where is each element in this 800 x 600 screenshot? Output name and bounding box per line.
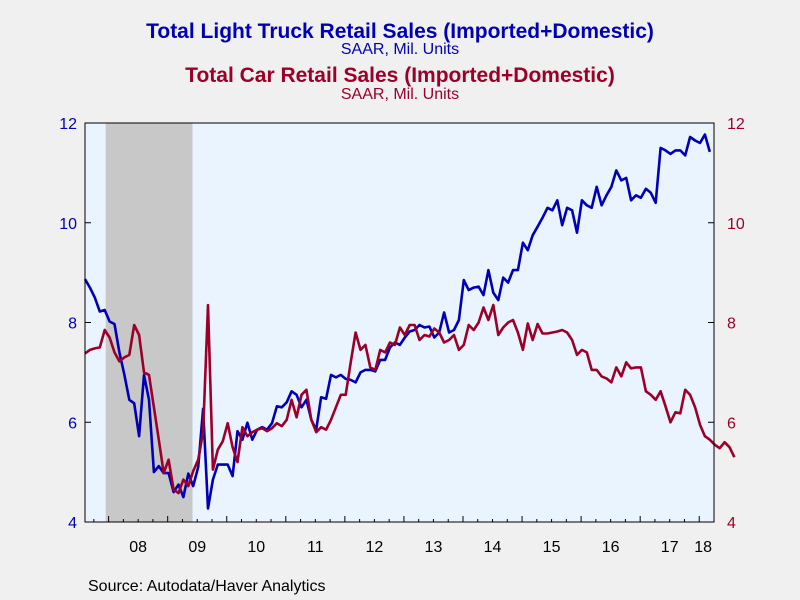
y-tick-label-right: 6 xyxy=(727,415,736,432)
y-tick-label-right: 4 xyxy=(727,515,736,532)
y-tick-label-left: 10 xyxy=(59,216,77,233)
title-cars: Total Car Retail Sales (Imported+Domesti… xyxy=(185,64,615,87)
y-tick-label-right: 12 xyxy=(727,116,745,133)
y-tick-label-right: 8 xyxy=(727,316,736,333)
title-trucks: Total Light Truck Retail Sales (Imported… xyxy=(146,20,654,43)
chart-title-trucks: Total Light Truck Retail Sales (Imported… xyxy=(0,20,800,44)
y-tick-label-left: 4 xyxy=(68,515,77,532)
source-note: Source: Autodata/Haver Analytics xyxy=(88,578,326,595)
chart-subtitle-cars: SAAR, Mil. Units xyxy=(0,87,800,103)
y-tick-label-right: 10 xyxy=(727,216,745,233)
series-line-trucks xyxy=(83,133,712,510)
subtitle-trucks: SAAR, Mil. Units xyxy=(340,41,460,58)
x-tick-label: 18 xyxy=(694,539,712,556)
subtitle-cars: SAAR, Mil. Units xyxy=(340,86,460,103)
x-tick-label: 12 xyxy=(366,539,384,556)
x-tick-label: 11 xyxy=(307,539,324,556)
x-tick-label: 14 xyxy=(484,539,502,556)
x-tick-label: 09 xyxy=(188,539,206,556)
x-tick-label: 16 xyxy=(602,539,620,556)
x-tick-label: 10 xyxy=(247,539,265,556)
recession-shading xyxy=(105,123,193,522)
chart-subtitle-trucks: SAAR, Mil. Units xyxy=(0,42,800,58)
y-tick-label-left: 12 xyxy=(59,116,77,133)
x-tick-label: 08 xyxy=(129,539,147,556)
chart-title-cars: Total Car Retail Sales (Imported+Domesti… xyxy=(0,64,800,88)
x-tick-label: 15 xyxy=(543,539,561,556)
x-tick-label: 13 xyxy=(425,539,443,556)
x-tick-label: 17 xyxy=(661,539,679,556)
y-tick-label-left: 8 xyxy=(68,316,77,333)
series-line-cars xyxy=(84,303,736,495)
y-tick-label-left: 6 xyxy=(68,415,77,432)
